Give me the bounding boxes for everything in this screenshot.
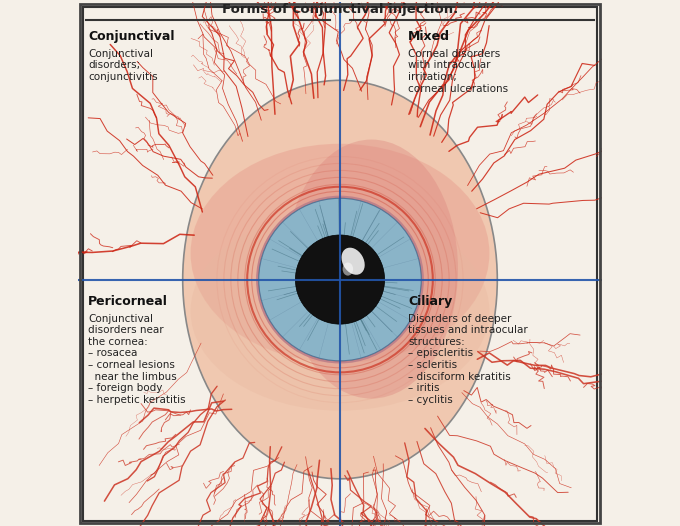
Text: Conjunctival
disorders;
conjunctivitis: Conjunctival disorders; conjunctivitis	[88, 49, 158, 82]
Text: Mixed: Mixed	[408, 31, 450, 44]
Ellipse shape	[183, 80, 497, 479]
Text: Disorders of deeper
tissues and intraocular
structures:
– episcleritis
– sclerit: Disorders of deeper tissues and intraocu…	[408, 313, 528, 405]
Ellipse shape	[343, 262, 353, 276]
Ellipse shape	[256, 196, 424, 363]
Ellipse shape	[190, 144, 490, 363]
Ellipse shape	[190, 211, 490, 411]
FancyBboxPatch shape	[83, 7, 597, 521]
Text: Forms of conjunctival injection.: Forms of conjunctival injection.	[222, 3, 458, 16]
Text: Conjunctival
disorders near
the cornea:
– rosacea
– corneal lesions
  near the l: Conjunctival disorders near the cornea: …	[88, 313, 186, 405]
Circle shape	[258, 198, 422, 361]
Text: Corneal disorders
with intraocular
irritation;
corneal ulcerations: Corneal disorders with intraocular irrit…	[408, 49, 508, 94]
Ellipse shape	[341, 248, 364, 275]
Text: Ciliary: Ciliary	[408, 295, 452, 308]
Text: Pericorneal: Pericorneal	[88, 295, 168, 308]
Circle shape	[295, 235, 385, 324]
Ellipse shape	[285, 139, 458, 399]
Text: Conjunctival: Conjunctival	[88, 31, 175, 44]
